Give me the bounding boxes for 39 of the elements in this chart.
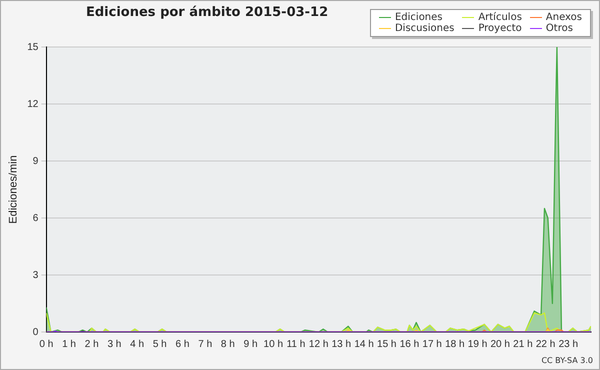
y-tick-label: 6	[32, 212, 39, 224]
y-tick-label: 0	[32, 326, 39, 338]
chart-title: Ediciones por ámbito 2015-03-12	[86, 5, 328, 20]
y-tick-label: 3	[32, 270, 39, 281]
x-tick-label: 1 h	[62, 338, 76, 350]
y-tick-label: 9	[32, 156, 39, 167]
y-tick-label: 15	[27, 42, 39, 53]
legend-label: Proyecto	[477, 23, 522, 34]
x-tick-label: 22 h	[536, 338, 556, 350]
x-tick-label: 14 h	[354, 338, 374, 350]
x-tick-label: 20 h	[490, 338, 510, 350]
x-tick-label: 11 h	[286, 338, 306, 350]
legend-label: Artículos	[477, 12, 522, 23]
x-tick-label: 2 h	[84, 338, 99, 350]
x-tick-label: 19 h	[468, 338, 488, 350]
x-tick-label: 16 h	[400, 338, 420, 350]
x-tick-label: 8 h	[220, 338, 235, 350]
x-tick-label: 23 h	[558, 338, 578, 350]
x-tick-label: 6 h	[176, 338, 190, 350]
x-tick-label: 15 h	[377, 338, 396, 350]
x-tick-label: 0 h	[39, 338, 54, 350]
legend-label: Otros	[544, 23, 574, 34]
legend-label: Discusiones	[394, 23, 454, 34]
y-tick-label: 12	[27, 98, 39, 110]
y-axis-title: Ediciones/min	[8, 155, 20, 224]
x-tick-label: 4 h	[130, 338, 144, 350]
x-tick-label: 9 h	[244, 338, 258, 350]
x-tick-label: 21 h	[513, 338, 533, 350]
text: CC BY-SA 3.0	[541, 356, 593, 365]
legend-label: Anexos	[544, 12, 582, 23]
x-tick-label: 10 h	[264, 338, 284, 350]
x-tick-label: 17 h	[422, 338, 442, 350]
x-tick-label: 3 h	[107, 338, 122, 350]
legend-label: Ediciones	[394, 12, 444, 23]
x-tick-label: 18 h	[445, 338, 465, 350]
x-tick-label: 12 h	[308, 338, 328, 350]
x-tick-label: 7 h	[198, 338, 212, 350]
x-tick-label: 13 h	[332, 338, 352, 350]
x-tick-label: 5 h	[152, 338, 167, 350]
